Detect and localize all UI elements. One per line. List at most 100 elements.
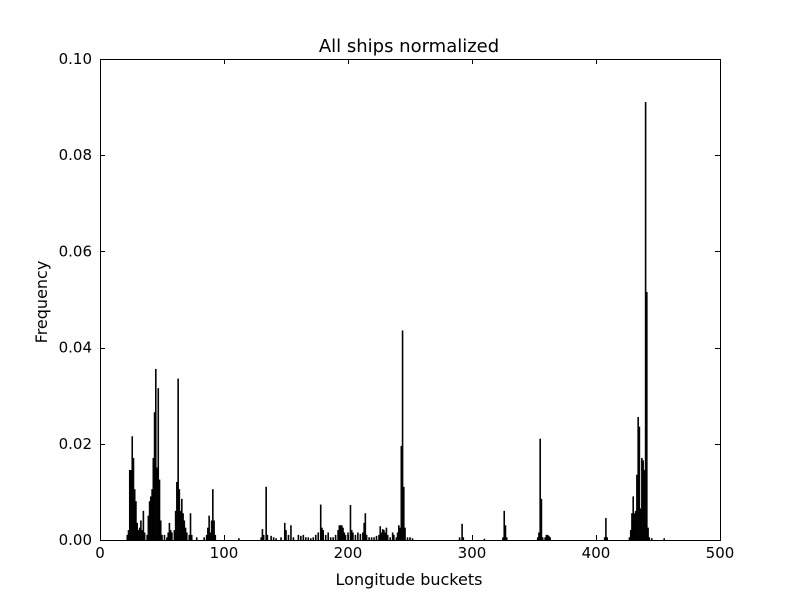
bar-144 bbox=[539, 438, 541, 541]
bar-27 bbox=[161, 534, 163, 541]
bar-8 bbox=[136, 522, 138, 541]
x-axis-label: Longitude buckets bbox=[336, 570, 483, 589]
bar-124 bbox=[396, 532, 399, 541]
bars-group bbox=[126, 101, 665, 541]
bar-32 bbox=[169, 530, 172, 541]
bar-0 bbox=[126, 534, 129, 541]
bar-154 bbox=[606, 537, 608, 541]
bar-167 bbox=[643, 469, 646, 541]
bar-57 bbox=[214, 534, 217, 541]
bar-153 bbox=[605, 518, 607, 541]
bar-98 bbox=[349, 505, 352, 541]
bar-171 bbox=[648, 537, 651, 541]
bar-172 bbox=[650, 538, 653, 541]
bar-39 bbox=[179, 510, 182, 541]
bar-112 bbox=[378, 534, 380, 541]
bar-148 bbox=[545, 534, 548, 541]
bar-55 bbox=[212, 489, 214, 541]
bar-23 bbox=[156, 467, 158, 541]
bar-75 bbox=[302, 534, 305, 541]
bar-53 bbox=[209, 532, 212, 541]
bar-62 bbox=[265, 486, 267, 541]
bar-113 bbox=[379, 526, 382, 541]
bar-87 bbox=[329, 537, 332, 541]
bar-107 bbox=[365, 534, 368, 541]
bar-21 bbox=[153, 412, 156, 541]
bar-81 bbox=[317, 532, 320, 541]
bar-99 bbox=[350, 530, 353, 541]
bar-50 bbox=[205, 534, 208, 541]
bar-16 bbox=[147, 515, 150, 541]
bar-128 bbox=[401, 330, 404, 541]
bar-67 bbox=[280, 537, 282, 541]
bar-129 bbox=[402, 486, 405, 541]
bar-12 bbox=[141, 530, 143, 541]
bar-121 bbox=[391, 532, 394, 541]
bar-86 bbox=[327, 532, 329, 541]
y-tick-label-2: 0.04 bbox=[59, 339, 92, 357]
bar-127 bbox=[400, 445, 403, 541]
y-tick-label-0: 0.00 bbox=[59, 531, 92, 549]
chart-title: All ships normalized bbox=[319, 36, 499, 57]
bar-102 bbox=[357, 532, 359, 541]
bar-169 bbox=[646, 291, 648, 541]
bar-145 bbox=[540, 498, 543, 541]
bar-66 bbox=[275, 538, 277, 541]
bar-22 bbox=[155, 368, 157, 541]
bar-95 bbox=[343, 532, 346, 541]
bar-15 bbox=[146, 534, 148, 541]
bar-33 bbox=[171, 532, 173, 541]
bar-170 bbox=[647, 527, 649, 541]
bar-43 bbox=[184, 527, 187, 541]
bar-96 bbox=[344, 534, 347, 541]
bar-158 bbox=[632, 496, 634, 541]
bar-111 bbox=[375, 535, 378, 541]
y-tick-label-4: 0.08 bbox=[59, 146, 92, 164]
bar-101 bbox=[354, 534, 357, 541]
bar-84 bbox=[322, 530, 324, 541]
bar-58 bbox=[238, 538, 240, 541]
bar-134 bbox=[458, 537, 461, 541]
bar-106 bbox=[364, 513, 367, 541]
bar-70 bbox=[287, 534, 290, 541]
bar-149 bbox=[546, 534, 549, 541]
x-tick-label-3: 300 bbox=[458, 544, 487, 562]
x-tick-label-2: 200 bbox=[334, 544, 363, 562]
bar-40 bbox=[181, 498, 183, 541]
x-tick-label-4: 400 bbox=[582, 544, 611, 562]
bar-5 bbox=[132, 457, 135, 541]
bar-89 bbox=[334, 534, 337, 541]
bar-133 bbox=[411, 538, 414, 541]
bar-34 bbox=[173, 530, 176, 541]
bar-48 bbox=[195, 537, 198, 541]
bar-37 bbox=[177, 378, 179, 541]
bar-173 bbox=[663, 538, 665, 541]
bar-63 bbox=[266, 534, 269, 541]
bar-161 bbox=[636, 474, 638, 541]
bar-35 bbox=[174, 510, 177, 541]
bar-61 bbox=[262, 534, 265, 541]
y-tick-label-5: 0.10 bbox=[59, 50, 92, 68]
bar-125 bbox=[398, 525, 400, 541]
bar-91 bbox=[338, 525, 341, 541]
bar-77 bbox=[307, 537, 310, 541]
bar-31 bbox=[168, 522, 171, 541]
bar-45 bbox=[188, 534, 191, 541]
bar-135 bbox=[461, 523, 463, 541]
bar-90 bbox=[337, 530, 339, 541]
bar-140 bbox=[504, 525, 507, 541]
bar-49 bbox=[203, 537, 205, 541]
bar-103 bbox=[359, 533, 362, 541]
y-tick-label-3: 0.06 bbox=[59, 242, 92, 260]
bar-59 bbox=[260, 537, 262, 541]
bar-130 bbox=[404, 527, 406, 541]
bar-123 bbox=[395, 537, 398, 541]
bar-78 bbox=[309, 538, 312, 541]
bar-143 bbox=[538, 532, 540, 541]
bar-146 bbox=[541, 537, 544, 541]
y-tick-label-1: 0.02 bbox=[59, 435, 92, 453]
bar-51 bbox=[207, 527, 209, 541]
bar-88 bbox=[332, 537, 334, 541]
bar-14 bbox=[143, 532, 146, 541]
